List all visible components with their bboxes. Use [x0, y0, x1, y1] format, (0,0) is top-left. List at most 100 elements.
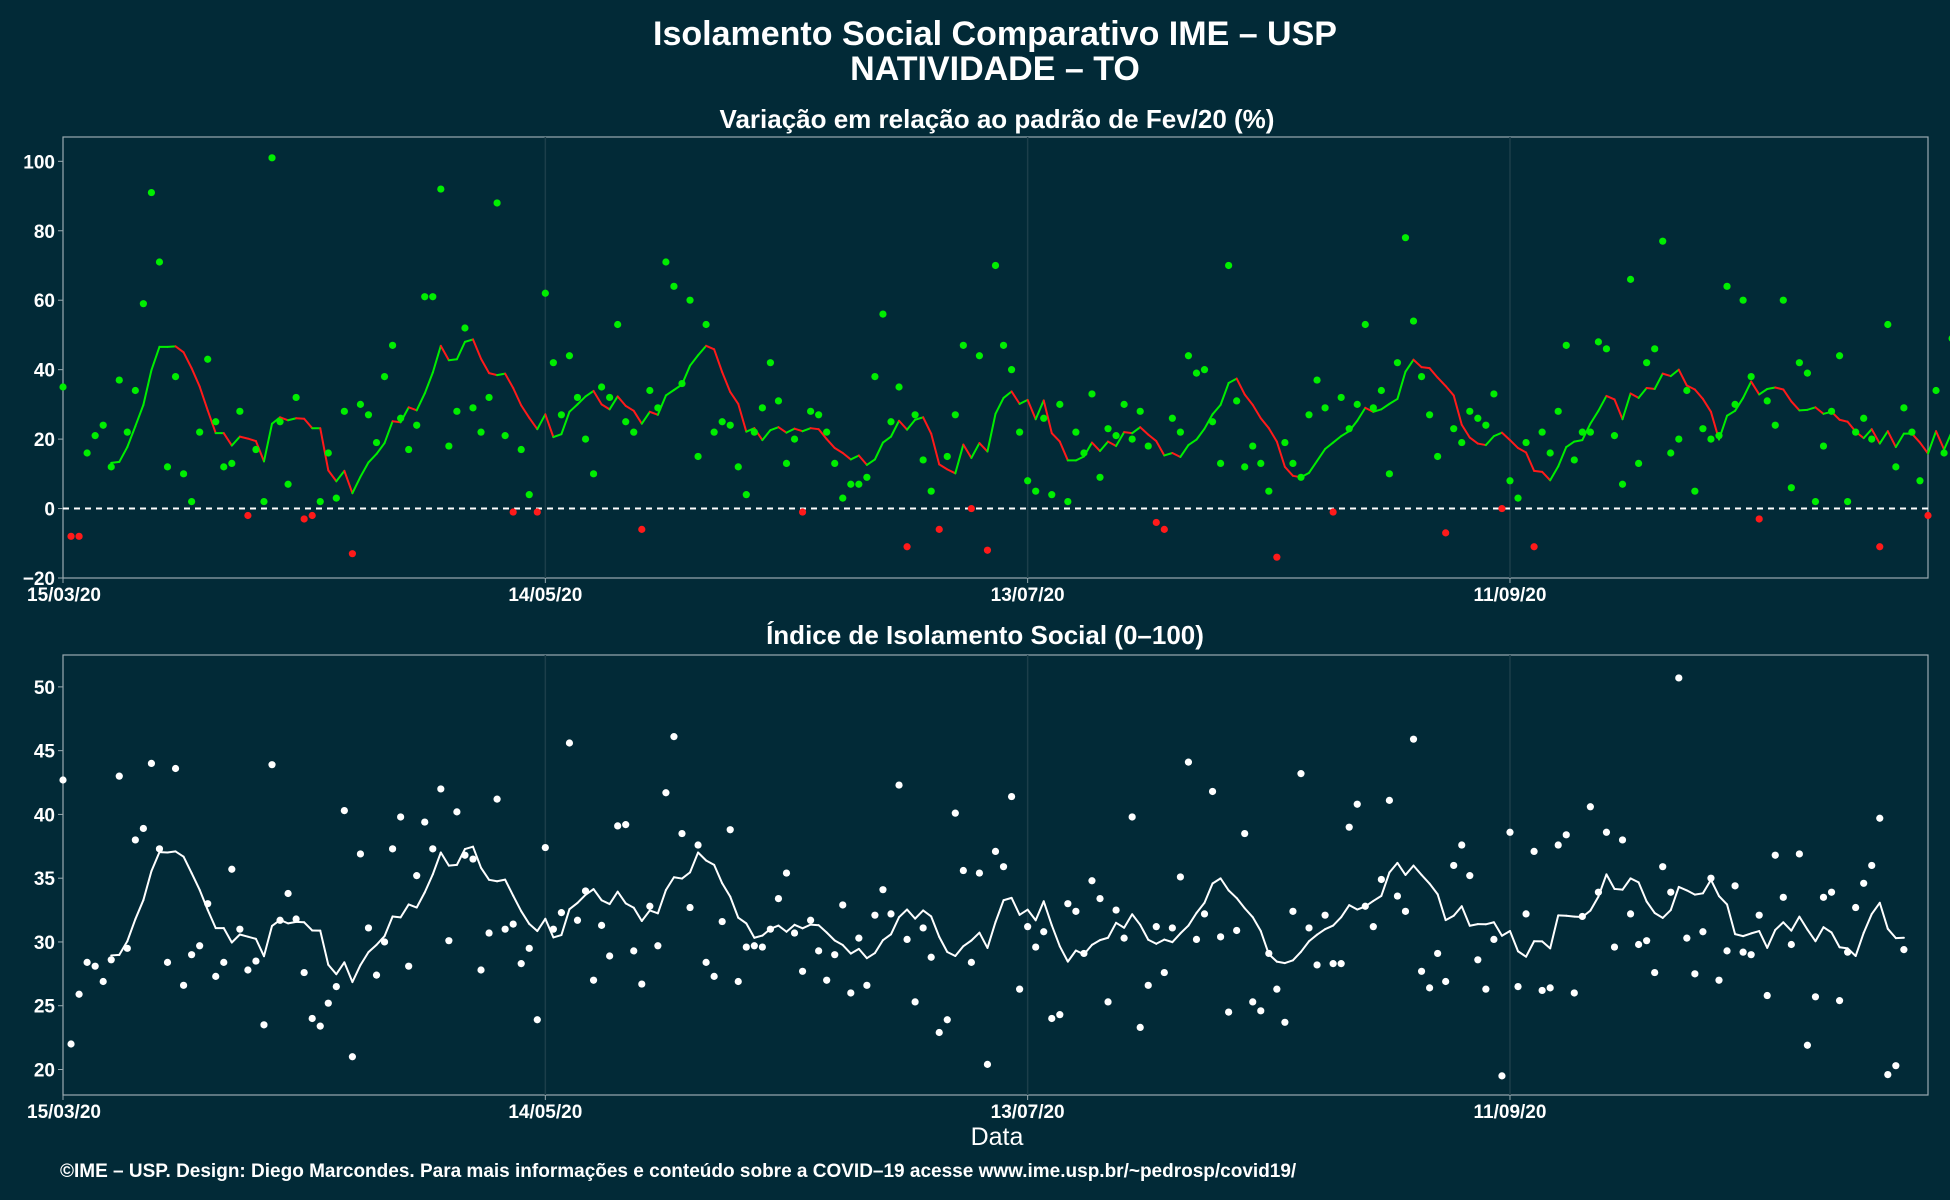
data-point [734, 463, 742, 471]
data-point [999, 341, 1008, 349]
data-point [1844, 498, 1852, 506]
moving-average-segment [801, 427, 812, 433]
data-point [1393, 892, 1402, 900]
moving-average-segment [222, 432, 233, 447]
data-point [1345, 823, 1353, 831]
moving-average-segment [1107, 440, 1118, 448]
data-point [798, 967, 807, 975]
moving-average-segment [375, 442, 386, 455]
y-tick-label: 50 [34, 678, 55, 699]
moving-average-segment [1878, 901, 1889, 930]
moving-average-segment [488, 878, 499, 883]
data-point [1892, 463, 1900, 471]
data-point [1659, 863, 1667, 871]
data-point [1265, 949, 1273, 958]
moving-average-segment [986, 412, 997, 453]
moving-average-segment [881, 933, 892, 942]
data-point [1016, 428, 1024, 436]
footer-credit: ©IME – USP. Design: Diego Marcondes. Par… [60, 1161, 1297, 1182]
moving-average-segment [142, 870, 153, 902]
moving-average-segment [1123, 913, 1134, 929]
moving-average-segment [126, 918, 137, 943]
data-point [573, 916, 582, 924]
data-point [1739, 296, 1747, 304]
data-point [1458, 438, 1466, 447]
moving-average-segment [914, 909, 925, 920]
data-point [1409, 735, 1418, 743]
moving-average-segment [1782, 921, 1793, 932]
data-point [686, 296, 694, 304]
data-point [606, 952, 614, 960]
moving-average-segment [1155, 440, 1166, 457]
moving-average-segment [1661, 372, 1672, 378]
moving-average-segment [455, 340, 466, 361]
data-point [340, 407, 348, 415]
data-point [662, 789, 670, 797]
data-point [662, 258, 670, 266]
data-point [1667, 888, 1675, 896]
moving-average-segment [447, 358, 458, 362]
moving-average-segment [512, 387, 523, 407]
data-point [91, 962, 99, 970]
x-tick-label: 14/05/20 [508, 1102, 582, 1123]
data-point [686, 903, 694, 912]
data-point [1377, 875, 1385, 884]
data-point [718, 917, 726, 926]
moving-average-segment [1943, 433, 1950, 451]
data-point [1691, 487, 1699, 495]
moving-average-segment [1774, 921, 1785, 931]
data-point [1160, 968, 1168, 977]
moving-average-segment [230, 435, 241, 447]
data-point [1586, 803, 1594, 811]
data-point [1562, 341, 1570, 349]
data-point [967, 504, 975, 513]
data-point [1779, 296, 1787, 304]
data-point [1651, 345, 1659, 353]
moving-average-segment [1669, 885, 1680, 912]
moving-average-segment [439, 851, 450, 867]
moving-average-segment [1766, 386, 1777, 390]
data-point [1835, 997, 1844, 1005]
moving-average-segment [1886, 927, 1897, 940]
data-point [1458, 841, 1466, 849]
data-point [1377, 386, 1385, 395]
data-point [1136, 407, 1144, 415]
moving-average-segment [1484, 435, 1495, 447]
data-point [597, 383, 606, 391]
data-point [871, 372, 879, 381]
data-point [1626, 910, 1635, 918]
data-point [1884, 1070, 1892, 1079]
data-point [1265, 487, 1273, 495]
moving-average-segment [351, 964, 362, 984]
data-point [147, 759, 156, 768]
variation-panel: 15/03/20 14/05/20 13/07/20 11/09/20 −20 0 20 40… [23, 136, 1950, 606]
moving-average-segment [624, 404, 635, 412]
data-point [1249, 442, 1257, 450]
data-point [1176, 428, 1184, 436]
data-point [1554, 841, 1562, 849]
data-point [517, 445, 525, 454]
data-point [421, 818, 429, 826]
data-point [1578, 428, 1586, 436]
data-point [726, 421, 734, 429]
data-point [1048, 491, 1056, 499]
moving-average-segment [319, 929, 330, 966]
data-point [1739, 948, 1747, 956]
data-point [1450, 425, 1458, 433]
moving-average-segment [375, 935, 386, 946]
moving-average-segment [206, 409, 217, 435]
data-point [879, 310, 887, 318]
chart-subtitle: NATIVIDADE – TO [850, 50, 1140, 88]
data-point [397, 414, 405, 422]
data-point [750, 942, 758, 950]
data-point [1313, 961, 1321, 969]
moving-average-segment [809, 427, 820, 431]
data-point [614, 822, 622, 830]
data-point [1192, 369, 1201, 377]
data-point [951, 411, 959, 419]
data-point [1104, 998, 1112, 1006]
data-point [131, 836, 139, 844]
moving-average-segment [1444, 914, 1455, 922]
moving-average-segment [1187, 438, 1198, 447]
data-point [983, 546, 992, 554]
